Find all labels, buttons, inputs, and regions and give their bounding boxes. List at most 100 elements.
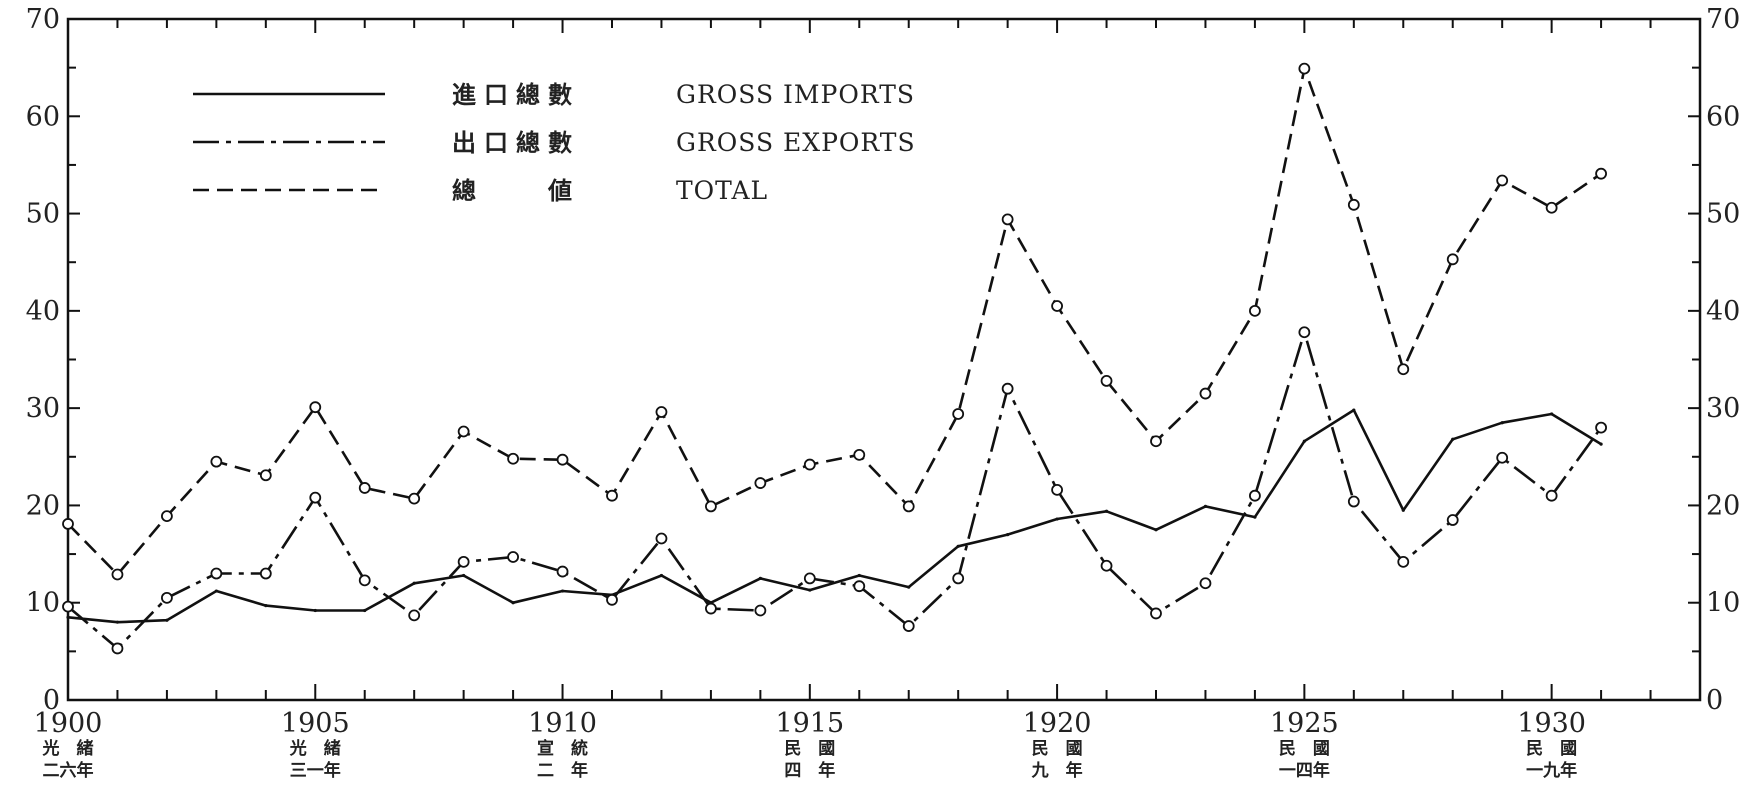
- data-point-dashed: [161, 510, 173, 523]
- x-tick-era-label: 民 國: [1279, 739, 1330, 759]
- data-point-solid: [659, 573, 664, 578]
- data-point-dash-dot: [210, 567, 223, 580]
- y-tick-label-left: 40: [26, 296, 60, 327]
- data-point-dashed: [1347, 198, 1360, 211]
- data-point-dash-dot: [1199, 577, 1212, 590]
- legend-label-en: TOTAL: [676, 176, 768, 205]
- data-point-dash-dot: [803, 572, 816, 585]
- series-markers: [62, 62, 1607, 655]
- x-tick-year-label: 九 年: [1031, 760, 1083, 781]
- data-point-dash-dot: [902, 620, 915, 632]
- data-point-solid: [1203, 504, 1208, 509]
- data-point-dash-dot: [111, 642, 124, 655]
- series-lines: [67, 67, 1603, 650]
- series-line-dashed: [67, 67, 1602, 576]
- data-point-dash-dot: [62, 600, 74, 613]
- data-point-dashed: [1199, 387, 1212, 400]
- series-line-dash-dot: [67, 330, 1603, 650]
- x-tick-label: 1910: [528, 708, 597, 739]
- y-tick-label-right: 30: [1706, 393, 1740, 424]
- data-point-dashed: [1298, 62, 1311, 75]
- data-point-dash-dot: [754, 604, 767, 617]
- data-point-solid: [907, 585, 911, 589]
- data-point-solid: [462, 573, 466, 578]
- data-point-dashed: [705, 500, 717, 513]
- legend-label-en: GROSS EXPORTS: [676, 128, 916, 157]
- x-tick-year-label: 一四年: [1279, 760, 1330, 781]
- tick-marks: [67, 18, 1700, 701]
- data-point-dashed: [358, 482, 371, 494]
- data-point-dash-dot: [358, 574, 371, 587]
- data-point-solid: [808, 588, 812, 592]
- data-point-dashed: [309, 401, 322, 414]
- y-tick-label-right: 10: [1706, 588, 1740, 619]
- series-line-solid: [67, 408, 1602, 624]
- data-point-solid: [412, 581, 416, 585]
- y-tick-label-right: 40: [1706, 296, 1740, 327]
- y-tick-label-right: 70: [1706, 4, 1740, 35]
- axes: [66, 17, 1702, 702]
- data-point-dash-dot: [606, 593, 618, 606]
- data-point-dashed: [111, 568, 124, 581]
- data-point-dashed: [259, 469, 272, 482]
- data-point-dashed: [952, 408, 965, 420]
- data-point-dash-dot: [853, 580, 866, 593]
- data-point-dashed: [1446, 253, 1459, 266]
- data-point-dash-dot: [1150, 607, 1162, 620]
- data-point-dashed: [1595, 167, 1607, 180]
- x-tick-era-label: 民 國: [784, 739, 835, 759]
- data-point-dashed: [1545, 201, 1558, 214]
- data-point-dashed: [853, 448, 866, 461]
- x-tick-label: 1905: [281, 708, 350, 739]
- data-point-dash-dot: [161, 591, 173, 604]
- data-point-dash-dot: [952, 572, 965, 585]
- x-tick-label: 1920: [1023, 708, 1092, 739]
- x-tick-era-label: 民 國: [1526, 739, 1577, 759]
- x-tick-era-label: 宣 統: [537, 738, 588, 759]
- data-point-solid: [1599, 442, 1603, 446]
- data-point-dash-dot: [507, 551, 519, 563]
- data-point-dash-dot: [1595, 421, 1607, 434]
- data-point-dash-dot: [556, 565, 569, 578]
- data-point-solid: [1550, 412, 1554, 416]
- data-point-solid: [1104, 509, 1109, 513]
- legend-label-cn: 出口總數: [452, 129, 580, 157]
- data-point-dashed: [1100, 375, 1113, 387]
- data-point-dash-dot: [1051, 483, 1063, 496]
- data-point-solid: [115, 620, 120, 624]
- data-point-dash-dot: [457, 555, 470, 568]
- data-point-dash-dot: [1496, 451, 1509, 464]
- data-point-solid: [956, 544, 960, 548]
- x-tick-label: 1925: [1270, 708, 1339, 739]
- data-point-dashed: [655, 406, 668, 418]
- data-point-dashed: [62, 518, 74, 530]
- data-point-solid: [165, 618, 169, 622]
- legend-label-en: GROSS IMPORTS: [676, 80, 915, 109]
- data-point-dashed: [803, 458, 816, 471]
- x-tick-label: 1900: [34, 708, 103, 739]
- data-point-dashed: [1397, 363, 1410, 376]
- data-point-dash-dot: [1545, 489, 1558, 502]
- data-point-solid: [1500, 421, 1504, 425]
- data-point-solid: [264, 604, 268, 608]
- data-point-dash-dot: [309, 491, 322, 504]
- x-tick-label: 1915: [775, 708, 844, 739]
- data-point-solid: [313, 608, 317, 613]
- data-point-solid: [1154, 528, 1158, 532]
- data-point-dashed: [902, 500, 915, 513]
- y-tick-label-left: 50: [26, 199, 60, 230]
- data-point-solid: [511, 601, 515, 605]
- y-tick-label-right: 20: [1706, 490, 1740, 521]
- legend: 進口總數 GROSS IMPORTS 出口總數 GROSS EXPORTS 總 値 TOT…: [193, 80, 916, 205]
- x-tick-era-label: 光 緒: [42, 738, 94, 759]
- data-point-solid: [1401, 508, 1405, 512]
- data-point-solid: [1352, 408, 1356, 412]
- data-point-solid: [66, 615, 70, 619]
- legend-label-cn: 進口總數: [452, 81, 580, 109]
- data-point-solid: [1253, 515, 1257, 519]
- data-point-solid: [758, 576, 762, 580]
- y-tick-label-left: 30: [26, 393, 60, 424]
- x-tick-label: 1930: [1517, 708, 1586, 739]
- y-tick-label-left: 0: [43, 685, 60, 716]
- data-point-dash-dot: [1249, 489, 1261, 502]
